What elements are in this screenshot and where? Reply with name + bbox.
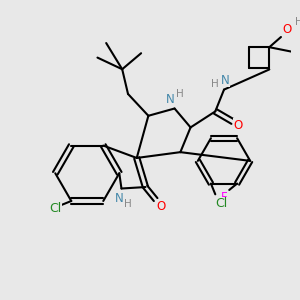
Text: N: N	[221, 74, 230, 87]
Text: N: N	[115, 192, 124, 205]
Text: H: H	[295, 17, 300, 27]
Text: H: H	[176, 89, 184, 99]
Text: O: O	[157, 200, 166, 213]
Text: Cl: Cl	[215, 197, 227, 210]
Text: N: N	[166, 93, 175, 106]
Text: O: O	[282, 23, 291, 36]
Text: H: H	[211, 79, 219, 89]
Text: Cl: Cl	[49, 202, 62, 215]
Text: O: O	[233, 118, 243, 132]
Text: F: F	[221, 191, 227, 204]
Text: H: H	[124, 199, 132, 208]
